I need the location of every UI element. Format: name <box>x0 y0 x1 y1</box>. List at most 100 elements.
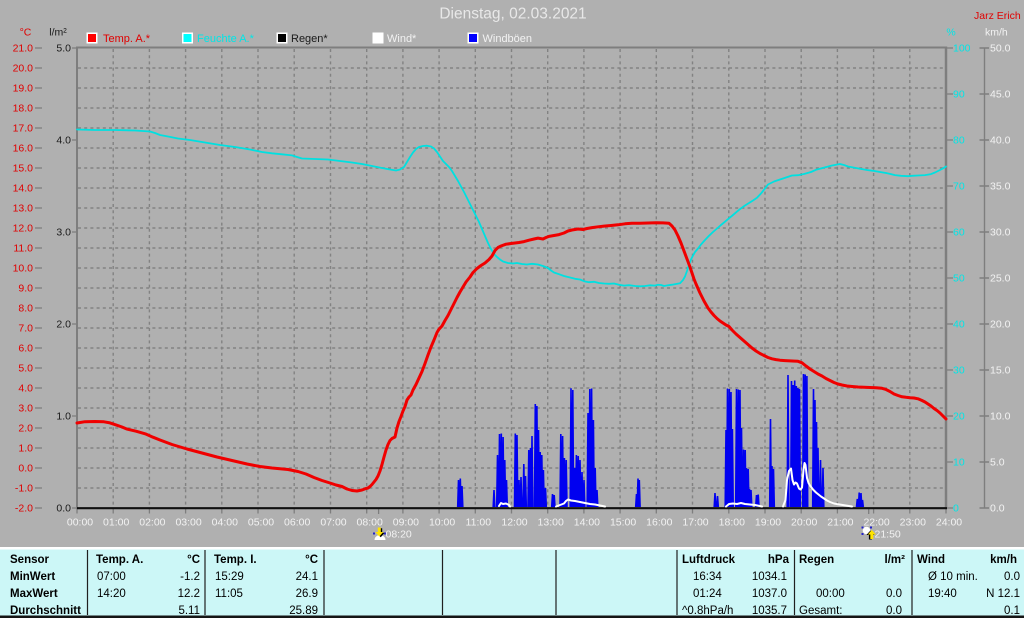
svg-text:13.0: 13.0 <box>13 203 34 215</box>
svg-text:15:29: 15:29 <box>215 571 244 583</box>
svg-text:hPa: hPa <box>768 554 790 566</box>
svg-text:1035.7: 1035.7 <box>752 605 787 617</box>
svg-text:Regen: Regen <box>799 554 834 566</box>
svg-text:03:00: 03:00 <box>175 517 201 529</box>
svg-text:5.0: 5.0 <box>56 43 71 55</box>
svg-text:35.0: 35.0 <box>990 181 1011 193</box>
svg-text:26.9: 26.9 <box>296 588 318 600</box>
svg-text:14:20: 14:20 <box>97 588 126 600</box>
svg-text:l/m²: l/m² <box>885 554 906 566</box>
svg-text:Temp. A.: Temp. A. <box>96 554 143 566</box>
svg-text:14.0: 14.0 <box>13 183 34 195</box>
svg-text:2.0: 2.0 <box>18 423 33 435</box>
svg-text:19:00: 19:00 <box>755 517 781 529</box>
svg-text:70: 70 <box>953 181 965 193</box>
svg-text:^0.8hPa/h: ^0.8hPa/h <box>682 605 733 617</box>
svg-text:0.0: 0.0 <box>18 463 33 475</box>
svg-text:°C: °C <box>20 27 32 39</box>
svg-text:20.0: 20.0 <box>990 319 1011 331</box>
svg-text:11:05: 11:05 <box>215 588 243 600</box>
svg-text:60: 60 <box>953 227 965 239</box>
svg-text:14:00: 14:00 <box>574 517 600 529</box>
svg-text:10: 10 <box>953 457 965 469</box>
svg-text:11.0: 11.0 <box>13 243 33 255</box>
svg-text:00:00: 00:00 <box>67 517 93 529</box>
svg-text:1034.1: 1034.1 <box>752 571 787 583</box>
svg-text:30: 30 <box>953 365 965 377</box>
svg-text:80: 80 <box>953 135 965 147</box>
svg-text:25.0: 25.0 <box>990 273 1011 285</box>
svg-text:04:00: 04:00 <box>212 517 238 529</box>
svg-text:4.0: 4.0 <box>56 135 71 147</box>
svg-text:N 12.1: N 12.1 <box>986 588 1020 600</box>
svg-text:-1.0: -1.0 <box>15 483 33 495</box>
svg-text:50.0: 50.0 <box>990 43 1011 55</box>
svg-text:1.0: 1.0 <box>18 443 33 455</box>
svg-text:12.2: 12.2 <box>178 588 200 600</box>
svg-text:40: 40 <box>953 319 965 331</box>
svg-text:Regen*: Regen* <box>291 33 328 45</box>
svg-text:07:00: 07:00 <box>97 571 126 583</box>
svg-text:-1.2: -1.2 <box>180 571 200 583</box>
svg-text:Jarz Erich: Jarz Erich <box>974 10 1021 22</box>
svg-text:50: 50 <box>953 273 965 285</box>
svg-text:Dienstag, 02.03.2021: Dienstag, 02.03.2021 <box>439 6 586 23</box>
svg-text:0.0: 0.0 <box>1004 571 1020 583</box>
svg-text:24.1: 24.1 <box>296 571 318 583</box>
svg-text:°C: °C <box>187 554 200 566</box>
svg-text:12:00: 12:00 <box>501 517 527 529</box>
svg-text:0.0: 0.0 <box>886 605 902 617</box>
svg-text:08:20: 08:20 <box>386 529 412 541</box>
svg-text:21:00: 21:00 <box>827 517 853 529</box>
svg-text:20.0: 20.0 <box>13 63 34 75</box>
svg-text:6.0: 6.0 <box>18 343 33 355</box>
svg-text:5.0: 5.0 <box>18 363 33 375</box>
svg-text:Feuchte A.*: Feuchte A.* <box>197 33 255 45</box>
svg-text:Windböen: Windböen <box>483 33 533 45</box>
svg-text:km/h: km/h <box>990 554 1017 566</box>
svg-text:20: 20 <box>953 411 965 423</box>
svg-text:100: 100 <box>953 43 971 55</box>
svg-text:02:00: 02:00 <box>139 517 165 529</box>
svg-text:18:00: 18:00 <box>719 517 745 529</box>
svg-text:17.0: 17.0 <box>13 123 34 135</box>
svg-text:21:50: 21:50 <box>875 529 901 541</box>
svg-text:km/h: km/h <box>985 27 1008 39</box>
svg-text:25.89: 25.89 <box>289 605 318 617</box>
svg-text:00:00: 00:00 <box>816 588 845 600</box>
svg-text:Wind*: Wind* <box>387 33 417 45</box>
svg-text:°C: °C <box>305 554 318 566</box>
svg-text:1.0: 1.0 <box>56 411 71 423</box>
svg-text:17:00: 17:00 <box>682 517 708 529</box>
svg-text:4.0: 4.0 <box>18 383 33 395</box>
svg-text:06:00: 06:00 <box>284 517 310 529</box>
svg-text:13:00: 13:00 <box>538 517 564 529</box>
svg-text:Temp. I.: Temp. I. <box>214 554 257 566</box>
svg-text:01:00: 01:00 <box>103 517 129 529</box>
svg-text:10:00: 10:00 <box>429 517 455 529</box>
svg-text:-2.0: -2.0 <box>15 503 33 515</box>
svg-text:21.0: 21.0 <box>13 43 34 55</box>
svg-text:30.0: 30.0 <box>990 227 1011 239</box>
svg-text:22:00: 22:00 <box>863 517 889 529</box>
svg-text:Durchschnitt: Durchschnitt <box>10 605 81 617</box>
svg-text:23:00: 23:00 <box>900 517 926 529</box>
svg-text:90: 90 <box>953 89 965 101</box>
svg-text:20:00: 20:00 <box>791 517 817 529</box>
svg-text:15.0: 15.0 <box>13 163 34 175</box>
svg-text:11:00: 11:00 <box>466 517 492 529</box>
svg-text:2.0: 2.0 <box>56 319 71 331</box>
svg-text:5.0: 5.0 <box>990 457 1005 469</box>
svg-text:45.0: 45.0 <box>990 89 1011 101</box>
svg-text:MaxWert: MaxWert <box>10 588 58 600</box>
svg-text:09:00: 09:00 <box>393 517 419 529</box>
svg-text:16:34: 16:34 <box>693 571 722 583</box>
svg-text:0: 0 <box>953 503 959 515</box>
svg-text:l/m²: l/m² <box>49 27 67 39</box>
svg-text:5.11: 5.11 <box>178 605 200 617</box>
svg-text:18.0: 18.0 <box>13 103 34 115</box>
svg-text:Gesamt:: Gesamt: <box>799 605 842 617</box>
svg-text:08:00: 08:00 <box>357 517 383 529</box>
svg-text:01:24: 01:24 <box>693 588 722 600</box>
svg-text:8.0: 8.0 <box>18 303 33 315</box>
